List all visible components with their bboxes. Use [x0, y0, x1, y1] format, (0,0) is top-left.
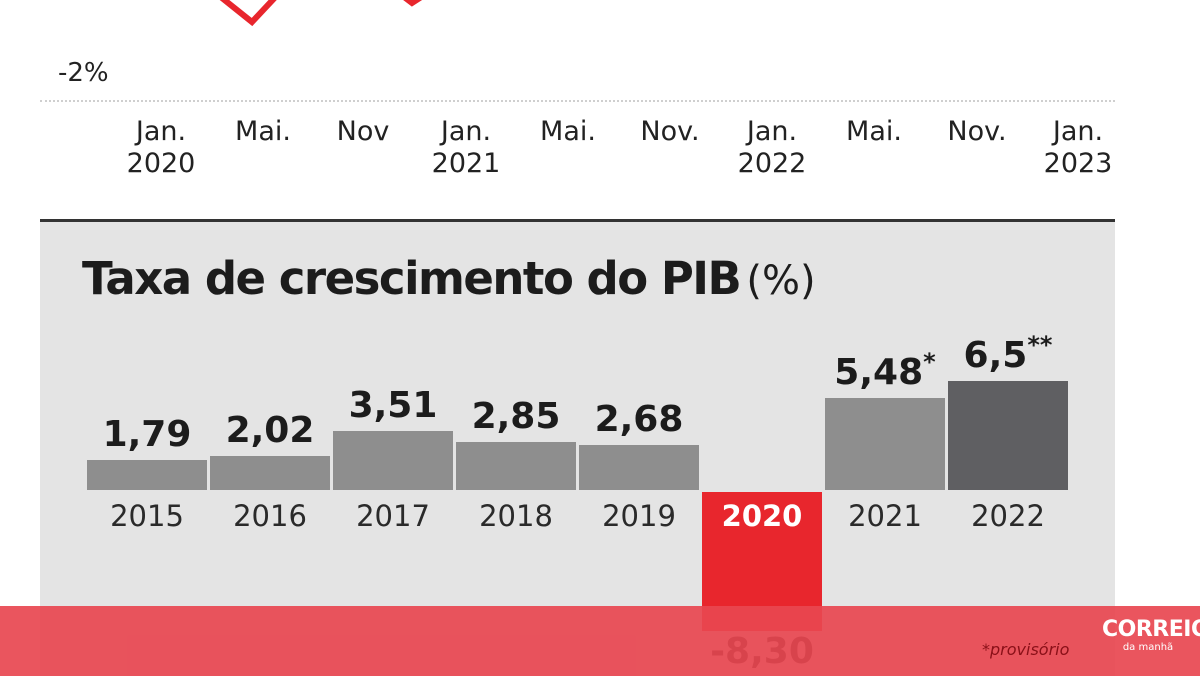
- bar-value-label: 3,51: [323, 385, 463, 426]
- chart-title-unit: (%): [746, 258, 816, 304]
- x-tick-label: 2016: [233, 499, 307, 533]
- top-x-tick-month: Mai.: [235, 116, 291, 147]
- chart-title: Taxa de crescimento do PIB (%): [82, 252, 816, 305]
- brand-tagline: da manhã: [1122, 642, 1174, 653]
- x-tick-label: 2022: [971, 499, 1045, 533]
- bar-value: 5,48: [834, 351, 924, 393]
- top-x-tick-year: 2022: [737, 148, 807, 179]
- top-x-tick-month: Mai.: [540, 116, 596, 147]
- top-x-tick-label: Mai.: [513, 116, 623, 148]
- bar-value-label: 2,02: [200, 410, 340, 451]
- bar-2016: [210, 456, 330, 490]
- bar-value-label: 5,48*: [815, 348, 955, 393]
- top-x-tick-month: Nov: [336, 116, 390, 147]
- top-x-tick-month: Mai.: [846, 116, 902, 147]
- bar-value: 2,68: [594, 398, 684, 440]
- brand-logo: CORREIO da manhã: [1102, 617, 1200, 654]
- x-tick-label: 2019: [602, 499, 676, 533]
- top-x-tick-label: Jan. 2022: [717, 116, 827, 180]
- bar-value-label: 2,85: [446, 396, 586, 437]
- x-tick-label: 2021: [848, 499, 922, 533]
- top-x-tick-year: 2021: [431, 148, 501, 179]
- bar-2022: [948, 380, 1068, 490]
- top-x-tick-label: Mai.: [208, 116, 318, 148]
- brand-overlay: [0, 606, 1200, 676]
- x-tick-label: 2018: [479, 499, 553, 533]
- x-tick-label: 2020: [721, 499, 803, 533]
- footnote: *provisório: [982, 640, 1070, 659]
- bar-2018: [456, 442, 576, 490]
- bar-value-mark: *: [923, 347, 936, 376]
- bar-value: 3,51: [348, 385, 438, 427]
- top-x-tick-month: Jan.: [1052, 116, 1104, 147]
- top-series-line-2: [403, 0, 423, 7]
- bar-value: 2,02: [225, 410, 315, 452]
- top-series-line: [219, 0, 277, 27]
- x-tick-label: 2017: [356, 499, 430, 533]
- bar-value: 6,5: [963, 334, 1028, 376]
- section-divider: [40, 219, 1115, 222]
- brand-name: CORREIO: [1102, 617, 1200, 642]
- top-x-tick-month: Nov.: [947, 116, 1007, 147]
- top-x-tick-month: Jan.: [440, 116, 492, 147]
- bar-value-label: 6,5**: [938, 331, 1078, 376]
- top-x-tick-label: Mai.: [819, 116, 929, 148]
- top-x-tick-label: Nov.: [615, 116, 725, 148]
- top-x-tick-label: Nov.: [922, 116, 1032, 148]
- bar-value-label: 1,79: [77, 414, 217, 455]
- bar-value: 2,85: [471, 396, 561, 438]
- top-x-tick-month: Jan.: [746, 116, 798, 147]
- bar-2021: [825, 397, 945, 490]
- top-x-tick-month: Nov.: [640, 116, 700, 147]
- bar-value: 1,79: [102, 413, 192, 455]
- bar-2017: [333, 431, 453, 490]
- top-x-tick-label: Jan. 2020: [106, 116, 216, 180]
- x-tick-label: 2015: [110, 499, 184, 533]
- top-baseline: [40, 100, 1115, 102]
- top-x-tick-label: Nov: [308, 116, 418, 148]
- chart-title-text: Taxa de crescimento do PIB: [82, 252, 742, 305]
- top-x-tick-month: Jan.: [135, 116, 187, 147]
- top-x-tick-year: 2023: [1043, 148, 1113, 179]
- bar-2019: [579, 444, 699, 490]
- bar-value-label: 2,68: [569, 399, 709, 440]
- top-line-chart: [219, 0, 423, 27]
- bar-2015: [87, 459, 207, 490]
- bar-value-mark: **: [1027, 330, 1053, 359]
- top-y-tick-label: -2%: [58, 58, 109, 88]
- top-x-tick-label: Jan. 2021: [411, 116, 521, 180]
- top-x-tick-label: Jan. 2023: [1023, 116, 1133, 180]
- top-x-tick-year: 2020: [126, 148, 196, 179]
